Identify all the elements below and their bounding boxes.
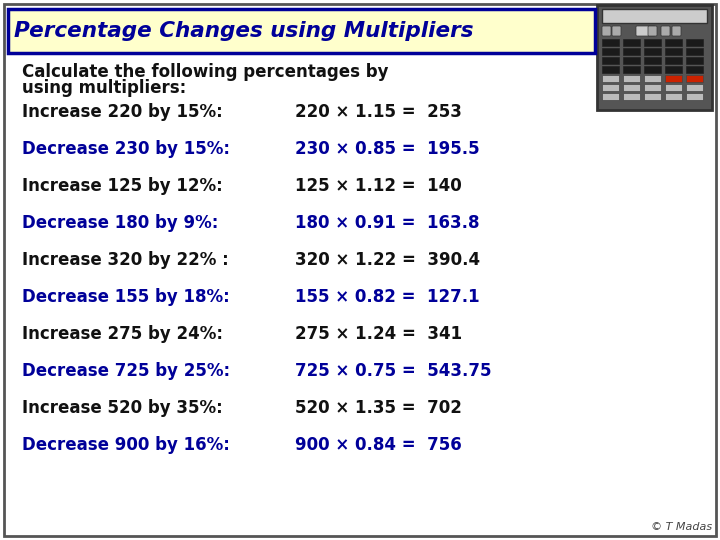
Bar [686, 66, 703, 73]
Text: Decrease 230 by 15%:: Decrease 230 by 15%: [22, 140, 230, 158]
Bar [686, 39, 703, 46]
Text: Calculate the following percentages by: Calculate the following percentages by [22, 63, 389, 81]
Bar [644, 39, 661, 46]
Bar [623, 84, 640, 91]
Text: 320 × 1.22 =  390.4: 320 × 1.22 = 390.4 [295, 251, 480, 269]
Bar [665, 57, 682, 64]
FancyBboxPatch shape [661, 26, 670, 36]
Bar [623, 57, 640, 64]
Text: Decrease 900 by 16%:: Decrease 900 by 16%: [22, 436, 230, 454]
Text: Decrease 155 by 18%:: Decrease 155 by 18%: [22, 288, 230, 306]
Bar [665, 75, 682, 82]
Bar [602, 48, 619, 55]
Text: Increase 220 by 15%:: Increase 220 by 15%: [22, 103, 222, 121]
Text: © T Madas: © T Madas [651, 522, 712, 532]
Text: 900 × 0.84 =  756: 900 × 0.84 = 756 [295, 436, 462, 454]
Bar [686, 57, 703, 64]
Text: Increase 125 by 12%:: Increase 125 by 12%: [22, 177, 222, 195]
Bar [644, 48, 661, 55]
Bar [686, 75, 703, 82]
Bar [623, 66, 640, 73]
Text: 125 × 1.12 =  140: 125 × 1.12 = 140 [295, 177, 462, 195]
Bar [602, 66, 619, 73]
Bar [665, 39, 682, 46]
Text: Increase 520 by 35%:: Increase 520 by 35%: [22, 399, 222, 417]
Text: 180 × 0.91 =  163.8: 180 × 0.91 = 163.8 [295, 214, 480, 232]
Bar [686, 48, 703, 55]
FancyBboxPatch shape [648, 26, 657, 36]
Bar [644, 75, 661, 82]
Bar [623, 75, 640, 82]
Bar [623, 48, 640, 55]
Bar [623, 93, 640, 100]
Bar [644, 66, 661, 73]
Bar [686, 84, 703, 91]
Bar [644, 84, 661, 91]
FancyBboxPatch shape [636, 26, 655, 36]
Text: 520 × 1.35 =  702: 520 × 1.35 = 702 [295, 399, 462, 417]
Bar [665, 48, 682, 55]
Bar [602, 39, 619, 46]
Text: Decrease 180 by 9%:: Decrease 180 by 9%: [22, 214, 218, 232]
FancyBboxPatch shape [602, 26, 611, 36]
Bar [686, 93, 703, 100]
Bar [644, 93, 661, 100]
Text: 220 × 1.15 =  253: 220 × 1.15 = 253 [295, 103, 462, 121]
FancyBboxPatch shape [612, 26, 621, 36]
Text: 230 × 0.85 =  195.5: 230 × 0.85 = 195.5 [295, 140, 480, 158]
Text: 725 × 0.75 =  543.75: 725 × 0.75 = 543.75 [295, 362, 492, 380]
Text: Decrease 725 by 25%:: Decrease 725 by 25%: [22, 362, 230, 380]
Bar [602, 93, 619, 100]
Bar [602, 75, 619, 82]
Bar [602, 9, 707, 23]
Bar [623, 39, 640, 46]
Bar [644, 57, 661, 64]
Text: Percentage Changes using Multipliers: Percentage Changes using Multipliers [14, 21, 474, 41]
Text: Increase 275 by 24%:: Increase 275 by 24%: [22, 325, 223, 343]
Bar [8, 9, 595, 53]
Bar [665, 66, 682, 73]
Text: 155 × 0.82 =  127.1: 155 × 0.82 = 127.1 [295, 288, 480, 306]
Text: using multipliers:: using multipliers: [22, 79, 186, 97]
FancyBboxPatch shape [672, 26, 681, 36]
Text: 275 × 1.24 =  341: 275 × 1.24 = 341 [295, 325, 462, 343]
Bar [597, 5, 712, 110]
Bar [665, 93, 682, 100]
Text: Increase 320 by 22% :: Increase 320 by 22% : [22, 251, 229, 269]
Bar [602, 57, 619, 64]
Bar [665, 84, 682, 91]
Bar [602, 84, 619, 91]
